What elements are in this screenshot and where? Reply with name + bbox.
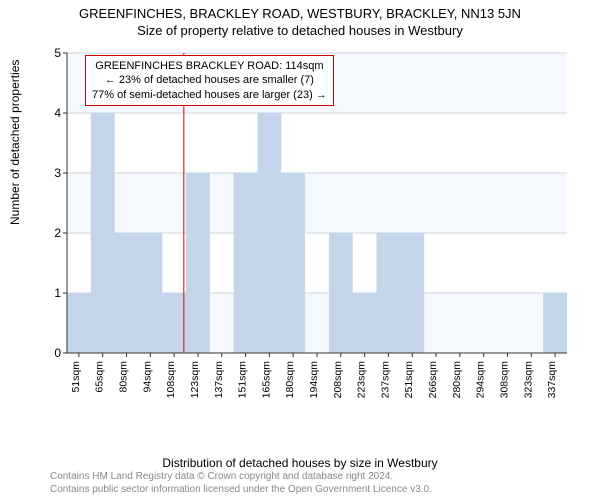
footer-line: Contains public sector information licen…	[50, 484, 432, 497]
svg-text:80sqm: 80sqm	[118, 361, 130, 393]
annotation-line: 77% of semi-detached houses are larger (…	[92, 88, 327, 102]
annotation-line: GREENFINCHES BRACKLEY ROAD: 114sqm	[92, 59, 327, 73]
svg-text:0: 0	[54, 346, 61, 360]
svg-text:4: 4	[54, 106, 61, 120]
footer-line: Contains HM Land Registry data © Crown c…	[50, 471, 432, 484]
svg-text:323sqm: 323sqm	[522, 361, 534, 399]
svg-text:251sqm: 251sqm	[403, 361, 415, 399]
svg-text:3: 3	[54, 166, 61, 180]
svg-text:2: 2	[54, 226, 61, 240]
annotation-line: ← 23% of detached houses are smaller (7)	[92, 73, 327, 87]
svg-text:123sqm: 123sqm	[189, 361, 201, 399]
svg-text:51sqm: 51sqm	[70, 361, 82, 393]
svg-text:194sqm: 194sqm	[308, 361, 320, 399]
svg-text:94sqm: 94sqm	[141, 361, 153, 393]
svg-text:65sqm: 65sqm	[94, 361, 106, 393]
annotation-box: GREENFINCHES BRACKLEY ROAD: 114sqm ← 23%…	[85, 55, 334, 106]
chart-container: 0 1 2 3 4 5 51sqm 65sqm 80sqm 94sqm 108sqm 123sqm 13…	[45, 45, 575, 405]
svg-text:180sqm: 180sqm	[284, 361, 296, 399]
svg-text:266sqm: 266sqm	[427, 361, 439, 399]
page-title-sub: Size of property relative to detached ho…	[0, 21, 600, 38]
svg-text:237sqm: 237sqm	[379, 361, 391, 399]
x-axis-label: Distribution of detached houses by size …	[0, 456, 600, 470]
svg-text:308sqm: 308sqm	[498, 361, 510, 399]
svg-text:151sqm: 151sqm	[237, 361, 249, 399]
svg-text:294sqm: 294sqm	[475, 361, 487, 399]
svg-text:208sqm: 208sqm	[332, 361, 344, 399]
svg-text:280sqm: 280sqm	[451, 361, 463, 399]
y-axis-label: Number of detached properties	[8, 60, 22, 225]
footer-attribution: Contains HM Land Registry data © Crown c…	[50, 471, 432, 496]
svg-text:5: 5	[54, 46, 61, 60]
svg-text:223sqm: 223sqm	[356, 361, 368, 399]
svg-text:165sqm: 165sqm	[260, 361, 272, 399]
svg-text:337sqm: 337sqm	[546, 361, 558, 399]
page-title-address: GREENFINCHES, BRACKLEY ROAD, WESTBURY, B…	[0, 0, 600, 21]
svg-text:108sqm: 108sqm	[165, 361, 177, 399]
svg-text:1: 1	[54, 286, 61, 300]
svg-text:137sqm: 137sqm	[213, 361, 225, 399]
